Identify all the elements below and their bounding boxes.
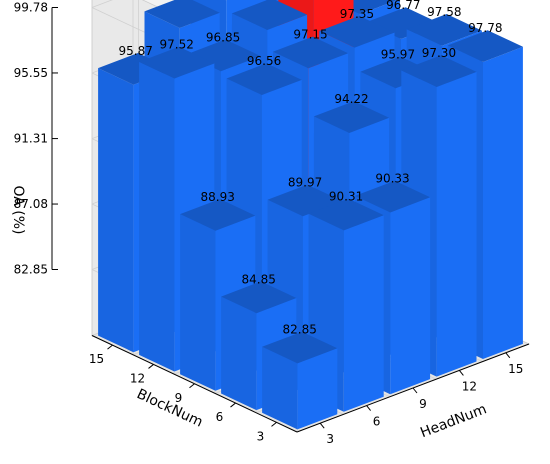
bar-face-side (180, 214, 216, 391)
value-label: 97.78 (468, 21, 502, 35)
bar-face-side (139, 61, 175, 372)
y-tick-mark (271, 421, 277, 427)
y-tick-mark (230, 402, 236, 408)
bar-face-side (262, 346, 298, 430)
z-tick-label: 95.55 (14, 66, 48, 80)
x-tick-mark (412, 387, 418, 394)
chart-bars (98, 0, 523, 430)
value-label: 90.31 (329, 190, 363, 204)
value-label: 90.33 (375, 172, 409, 186)
bar-face-top (262, 331, 338, 364)
bar-face-side (98, 68, 134, 353)
bar-face-top (406, 14, 482, 46)
y-tick-label: 15 (89, 352, 104, 366)
x-tick-mark (505, 352, 511, 359)
bar-face-top (272, 36, 349, 69)
z-tick-label: 87.08 (14, 197, 48, 211)
value-label: 96.85 (206, 30, 240, 44)
y-tick-label: 3 (257, 429, 265, 443)
value-label: 95.87 (119, 44, 153, 58)
x-tick-mark (459, 370, 464, 376)
z-tick-label: 82.85 (14, 263, 48, 277)
value-label: 97.35 (340, 7, 374, 21)
bar-face-top (226, 63, 302, 95)
x-tick-mark (319, 422, 325, 429)
x-tick-mark (366, 405, 371, 411)
bar-face-top (313, 101, 390, 133)
value-label: 97.58 (427, 5, 461, 19)
x-tick-label: 3 (326, 432, 334, 446)
chart-value-labels: 99.4198.9797.1299.0599.7896.7798.4098.38… (119, 0, 503, 337)
y-tick-mark (148, 364, 154, 369)
bar-face-front (343, 215, 384, 412)
y-tick-label: 12 (130, 371, 145, 385)
chart-axes: 82.85 87.08 91.31 95.55 99.78 3 6 9 12 15 3 6 9 12 15 (14, 1, 530, 446)
z-tick-label: 91.31 (14, 132, 48, 146)
y-tick-mark (107, 344, 113, 350)
bar-face-top (180, 199, 256, 231)
value-label: 84.85 (242, 272, 276, 286)
value-label: 88.93 (201, 190, 235, 204)
value-label: 96.56 (247, 54, 281, 68)
value-label: 94.22 (334, 92, 368, 106)
bar-face-top (319, 15, 395, 48)
bar-face-top (401, 55, 477, 87)
bar-face-side (221, 296, 257, 411)
x-tick-label: 12 (462, 379, 477, 393)
z-axis-title: OA (%) (10, 185, 26, 234)
bar-face-top (221, 281, 297, 314)
value-label: 95.97 (381, 47, 415, 61)
bar-face-front (436, 71, 477, 377)
bar-face-top (308, 198, 384, 231)
z-tick-label: 99.78 (14, 1, 48, 15)
x-tick-label: 6 (373, 415, 381, 429)
bar-face-front (297, 348, 338, 430)
bar-face-top (144, 0, 220, 28)
value-label: 89.97 (288, 175, 322, 189)
value-label: 98.40 (165, 0, 199, 1)
bar-face-top (139, 46, 215, 79)
y-axis-title: BlockNum (134, 386, 205, 430)
bar-face-front (483, 46, 523, 360)
value-label: 96.77 (386, 0, 420, 12)
bar-face-front (390, 197, 431, 395)
bar-face-top (231, 0, 308, 30)
bar-face-top (447, 30, 523, 62)
y-tick-label: 9 (175, 391, 183, 405)
value-label: 97.30 (422, 46, 456, 60)
bar-face-top (267, 184, 343, 217)
value-label: 97.52 (160, 38, 194, 52)
x-tick-label: 9 (419, 397, 427, 411)
y-tick-mark (189, 383, 195, 389)
value-label: 82.85 (283, 323, 317, 337)
x-tick-label: 15 (508, 362, 523, 376)
x-axis-title: HeadNum (418, 401, 489, 441)
bar-face-top (360, 56, 436, 89)
bar-3-3 (262, 331, 338, 430)
y-tick-label: 6 (216, 410, 224, 424)
value-label: 97.15 (293, 27, 327, 41)
value-label: 98.38 (252, 0, 286, 3)
bar-face-top (354, 180, 431, 213)
